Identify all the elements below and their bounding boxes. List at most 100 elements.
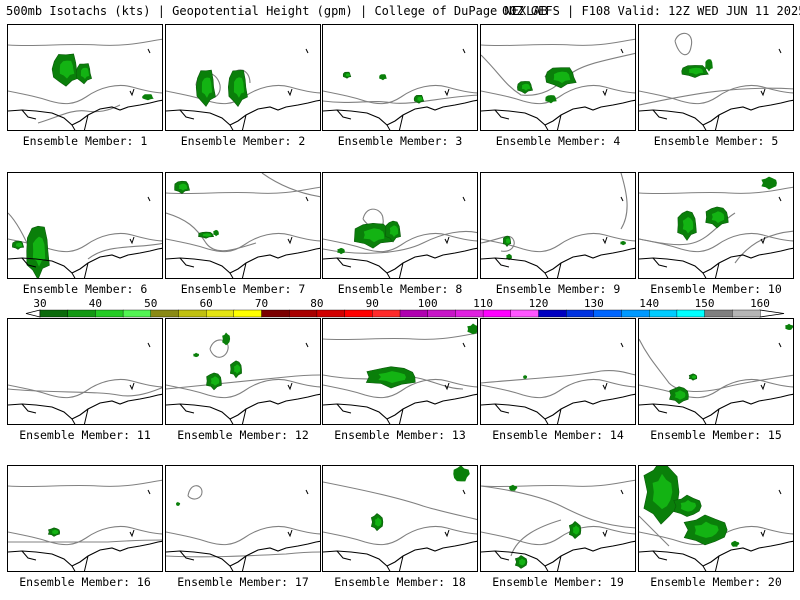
- header-title-left: 500mb Isotachs (kts) | Geopotential Heig…: [6, 4, 548, 18]
- height-contour: [166, 212, 257, 252]
- island-outline: [760, 196, 782, 245]
- border-line: [652, 109, 720, 130]
- border-line: [494, 109, 562, 130]
- colorbar-swatch: [566, 309, 595, 318]
- island-outline: [287, 342, 309, 391]
- colorbar-swatch: [399, 309, 429, 318]
- colorbar-swatch: [704, 309, 733, 318]
- colorbar-tick-label: 80: [310, 297, 323, 310]
- colorbar-swatch: [649, 309, 678, 318]
- height-contour: [323, 378, 477, 399]
- ensemble-map-18: [322, 465, 478, 572]
- ensemble-map-7: [165, 172, 321, 279]
- height-contour: [639, 515, 670, 547]
- member-label: Ensemble Member: 1: [22, 134, 148, 148]
- isotach-core: [80, 67, 90, 79]
- island-outline: [602, 489, 624, 538]
- coastline: [639, 393, 793, 420]
- coastline: [481, 247, 635, 274]
- border-line: [21, 550, 89, 571]
- map-svg: [166, 173, 320, 278]
- border-line: [336, 257, 404, 278]
- island-outline: [602, 196, 624, 245]
- ensemble-map-12: [165, 318, 321, 425]
- height-contour: [481, 232, 635, 253]
- border-line: [179, 109, 247, 130]
- island-outline: [287, 48, 309, 97]
- isotach-area: [467, 323, 477, 335]
- coastline: [166, 540, 320, 567]
- isotach-core: [572, 525, 580, 535]
- isotach-core: [59, 60, 75, 79]
- chart-header: 500mb Isotachs (kts) | Geopotential Heig…: [0, 0, 800, 22]
- map-svg: [639, 466, 793, 571]
- colorbar-swatch: [316, 309, 346, 318]
- map-svg: [323, 196, 477, 278]
- isotach-core: [680, 500, 697, 512]
- colorbar-arrow-right: [759, 309, 785, 318]
- height-contour: [734, 230, 793, 264]
- map-svg: [481, 479, 635, 571]
- coastline: [8, 393, 162, 420]
- map-svg: [481, 38, 635, 130]
- island-outline: [760, 342, 782, 391]
- map-svg: [166, 332, 320, 424]
- member-label: Ensemble Member: 15: [650, 428, 782, 442]
- height-contour: [639, 338, 793, 393]
- member-label: Ensemble Member: 17: [177, 575, 309, 589]
- member-label: Ensemble Member: 9: [495, 282, 621, 296]
- height-contour: [481, 38, 635, 47]
- colorbar-swatch: [205, 309, 235, 318]
- height-contour: [8, 539, 162, 543]
- isotach-area: [761, 176, 777, 190]
- island-outline: [760, 489, 782, 538]
- ensemble-map-6: [7, 172, 163, 279]
- map-svg: [639, 32, 793, 130]
- member-label: Ensemble Member: 16: [19, 575, 151, 589]
- isotach-core: [521, 83, 531, 91]
- isotach-area: [731, 540, 740, 547]
- map-svg: [166, 48, 320, 130]
- colorbar-swatch: [510, 309, 539, 318]
- isotach-area: [453, 466, 470, 482]
- height-contour: [37, 104, 121, 124]
- isotach-area: [785, 323, 793, 330]
- island-outline: [444, 196, 466, 245]
- colorbar-swatch: [676, 309, 706, 318]
- height-contour: [323, 332, 477, 341]
- coastline: [481, 99, 635, 126]
- map-svg: [166, 485, 320, 571]
- isotach-area: [142, 94, 154, 101]
- coastline: [323, 99, 477, 126]
- colorbar-tick-label: 120: [529, 297, 549, 310]
- colorbar-swatch: [261, 309, 290, 318]
- colorbar-swatch: [455, 309, 484, 318]
- coastline: [323, 393, 477, 420]
- border-line: [494, 257, 562, 278]
- isotach-area: [222, 332, 231, 346]
- border-line: [21, 403, 89, 424]
- ensemble-map-5: [638, 24, 794, 131]
- member-label: Ensemble Member: 10: [650, 282, 782, 296]
- colorbar-swatch: [593, 309, 622, 318]
- border-line: [652, 403, 720, 424]
- height-contour: [620, 173, 628, 230]
- height-contour: [481, 485, 635, 529]
- isotach-core: [345, 73, 351, 77]
- height-contour: [323, 525, 477, 546]
- map-svg: [639, 323, 793, 424]
- island-outline: [602, 48, 624, 97]
- isotach-core: [178, 183, 188, 191]
- map-svg: [323, 323, 477, 424]
- border-line: [494, 550, 562, 571]
- colorbar-arrow-left: [25, 309, 41, 318]
- isotach-area: [213, 229, 219, 237]
- height-contour: [166, 374, 320, 390]
- member-label: Ensemble Member: 8: [337, 282, 463, 296]
- height-contour: [323, 230, 477, 254]
- height-contour: [261, 173, 320, 198]
- height-contour: [481, 378, 635, 399]
- colorbar-swatch: [39, 309, 69, 318]
- isotach-area: [509, 484, 518, 491]
- coastline: [481, 393, 635, 420]
